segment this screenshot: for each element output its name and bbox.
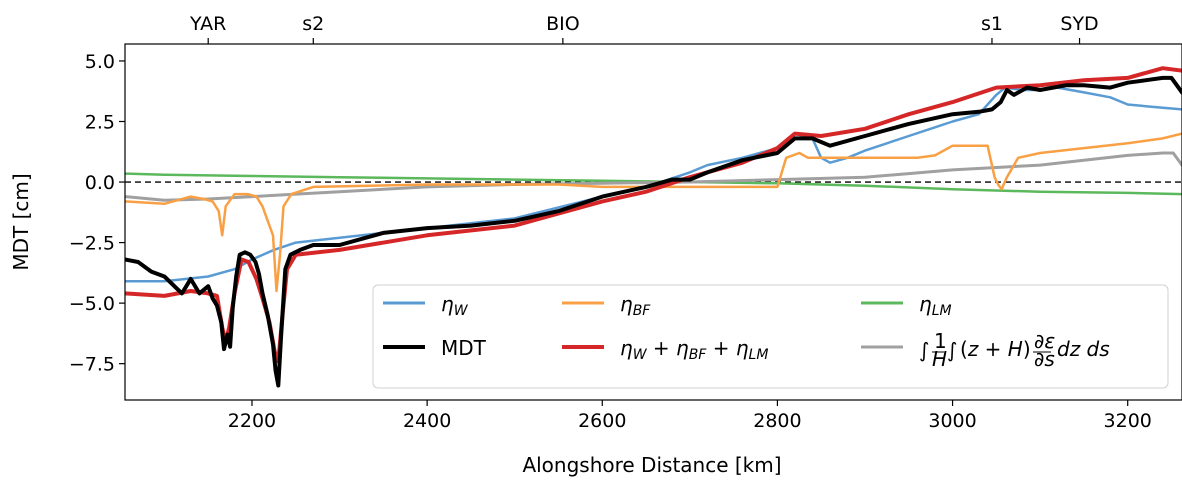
plot-frame <box>124 43 1182 401</box>
y-tick-label: 5.0 <box>85 51 115 73</box>
top-tick-label: YAR <box>189 13 226 35</box>
x-tick-label: 3200 <box>1104 410 1152 432</box>
top-tick-label: BIO <box>546 13 580 35</box>
x-axis-title: Alongshore Distance [km] <box>522 453 781 477</box>
y-axis-title: MDT [cm] <box>9 173 33 270</box>
x-tick-label: 2800 <box>753 410 801 432</box>
y-tick-label: −7.5 <box>69 354 115 376</box>
legend-label-eta-w: ηW <box>441 292 469 319</box>
svg-text:∂s: ∂s <box>1034 347 1055 371</box>
svg-text:1: 1 <box>934 329 947 353</box>
series-group <box>125 66 1182 388</box>
svg-text:H: H <box>932 347 947 371</box>
top-tick-label: s1 <box>981 13 1003 35</box>
legend-label-eta-sum: ηW + ηBF + ηLM <box>620 336 768 363</box>
series-line-mdt <box>125 75 1182 388</box>
legend-label-eta-lm: ηLM <box>919 292 952 319</box>
x-tick-label: 2400 <box>403 410 451 432</box>
series-line-integral <box>125 151 1182 202</box>
series-line-eta-bf <box>125 132 1182 293</box>
legend-label-integral: ∫ 1 H ∫ (z + H) ∂ε ∂s dz ds <box>919 329 1110 371</box>
legend-frame <box>372 284 1169 389</box>
svg-text:∫: ∫ <box>919 338 929 362</box>
legend: ηW MDT ηBF ηW + ηBF + ηLM ηLM ∫ 1 H ∫ (z… <box>372 284 1169 389</box>
legend-label-eta-bf: ηBF <box>620 292 651 319</box>
svg-text:∂ε: ∂ε <box>1034 329 1055 353</box>
y-tick-label: 2.5 <box>85 111 115 133</box>
axis-ticks: 2200 2400 2600 2800 3000 3200 −7.5 −5.0 −2.5 0.0 2… <box>69 13 1152 432</box>
svg-text:dz ds: dz ds <box>1057 337 1110 361</box>
y-tick-label: −2.5 <box>69 233 115 255</box>
svg-text:∫: ∫ <box>947 338 957 362</box>
legend-label-mdt: MDT <box>441 336 487 360</box>
x-tick-label: 3000 <box>928 410 976 432</box>
x-tick-label: 2600 <box>578 410 626 432</box>
top-tick-label: s2 <box>302 13 324 35</box>
svg-text:(z + H): (z + H) <box>960 337 1031 361</box>
x-tick-label: 2200 <box>228 410 276 432</box>
y-tick-label: −5.0 <box>69 293 115 315</box>
y-tick-label: 0.0 <box>85 172 115 194</box>
top-tick-label: SYD <box>1060 13 1098 35</box>
